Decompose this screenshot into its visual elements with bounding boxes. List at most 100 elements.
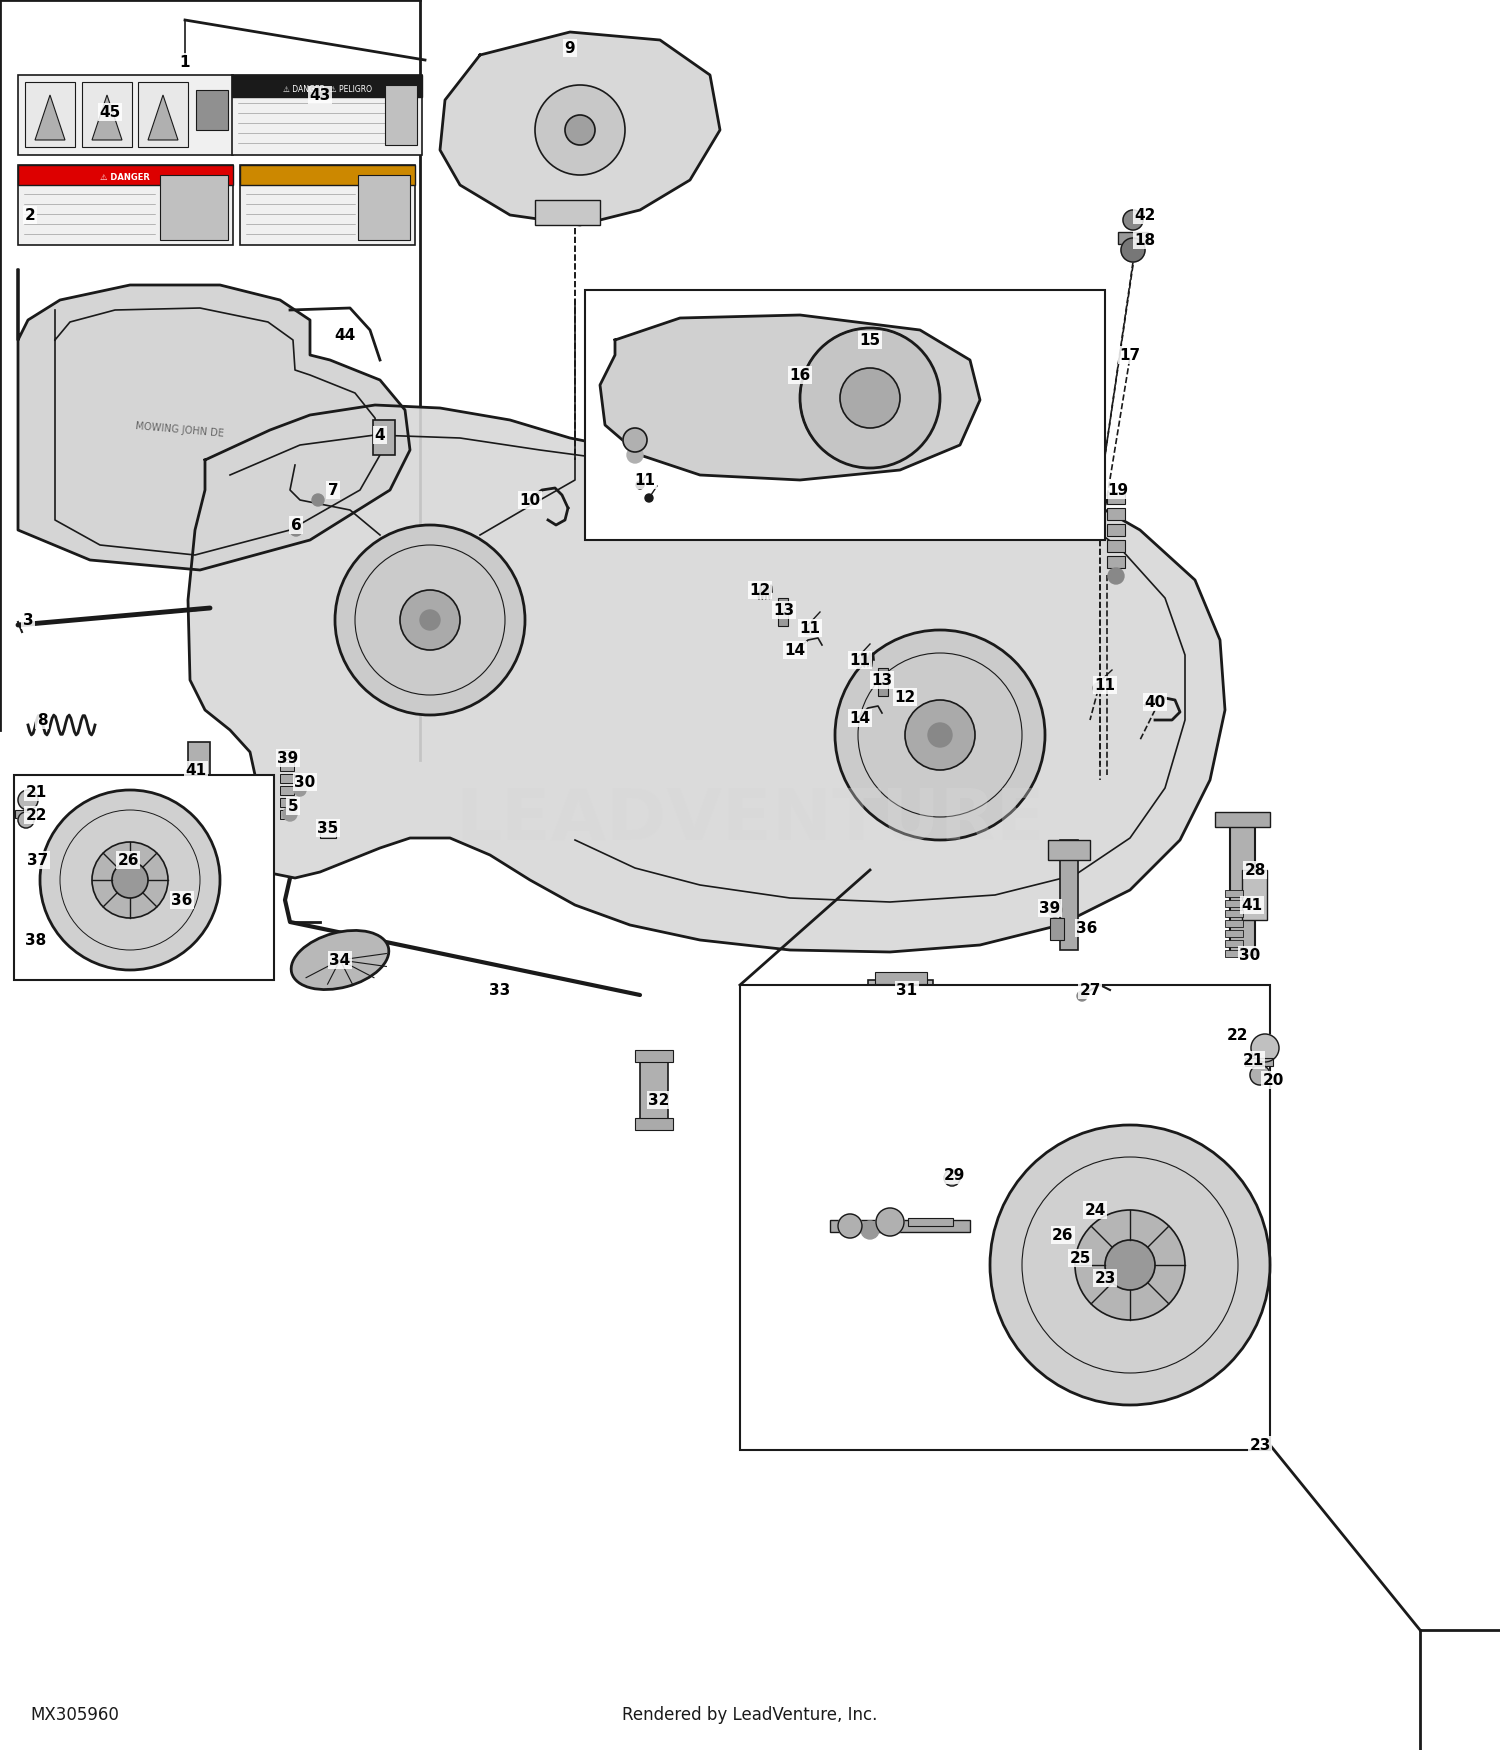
Text: ⚠ DANGER: ⚠ DANGER [100,173,150,182]
Circle shape [1048,903,1062,917]
Bar [908,1218,952,1227]
Text: 35: 35 [318,821,339,835]
Text: 40: 40 [1144,695,1166,709]
Text: 11: 11 [634,473,656,488]
Text: 30: 30 [294,775,315,789]
Text: 13: 13 [774,602,795,618]
Text: ⚠ DANGER  ⚠ PELIGRO: ⚠ DANGER ⚠ PELIGRO [282,84,372,93]
Text: Rendered by LeadVenture, Inc.: Rendered by LeadVenture, Inc. [622,1706,878,1724]
Bar [18,75,232,156]
Bar [82,82,132,147]
Circle shape [1076,1209,1185,1320]
Polygon shape [600,315,980,480]
Text: 39: 39 [1040,901,1060,915]
Text: MX305960: MX305960 [30,1706,118,1724]
Polygon shape [18,270,410,570]
Bar [1107,492,1125,504]
Text: 34: 34 [330,952,351,968]
Bar [138,82,188,147]
Bar [240,164,416,186]
Bar [240,164,416,245]
Bar [1118,233,1148,243]
Circle shape [990,1125,1270,1405]
Bar [358,175,410,240]
Bar [1226,920,1244,928]
Polygon shape [148,94,178,140]
Circle shape [18,789,38,810]
Circle shape [627,446,644,464]
Bar [830,1220,971,1232]
Text: 22: 22 [1227,1027,1248,1043]
Bar [15,810,38,817]
Text: 24: 24 [1084,1202,1106,1218]
Text: 15: 15 [859,332,880,348]
Text: 37: 37 [27,852,48,868]
Text: 30: 30 [1239,947,1260,963]
Text: 33: 33 [489,982,510,997]
Text: 7: 7 [327,483,339,497]
Text: 20: 20 [1263,1073,1284,1087]
Bar [1060,840,1078,950]
Circle shape [290,523,302,536]
Circle shape [861,1222,879,1239]
Bar [1226,910,1244,917]
Circle shape [40,789,220,970]
Circle shape [622,429,646,452]
Circle shape [112,863,148,898]
Text: 36: 36 [171,892,192,908]
Bar [160,175,228,240]
Circle shape [420,611,440,630]
Bar [1107,507,1125,520]
Circle shape [400,590,460,649]
Circle shape [334,525,525,716]
Bar [1107,541,1125,551]
Bar [778,598,788,626]
Circle shape [836,630,1046,840]
Text: 23: 23 [1095,1270,1116,1286]
Text: 27: 27 [1080,982,1101,997]
Bar [536,200,600,226]
Text: 1: 1 [180,54,190,70]
Bar [1107,556,1125,569]
Bar [232,75,422,156]
Text: 3: 3 [22,612,33,628]
Circle shape [312,493,324,506]
Circle shape [1106,1241,1155,1290]
Text: 2: 2 [24,208,36,222]
Bar [374,420,394,455]
Circle shape [853,656,862,667]
Circle shape [1077,990,1088,1001]
Circle shape [1251,1034,1280,1062]
Text: 17: 17 [1119,348,1140,362]
Text: 41: 41 [1242,898,1263,912]
Text: 14: 14 [849,710,870,726]
Polygon shape [440,31,720,226]
Text: 12: 12 [894,690,915,705]
Text: 21: 21 [1242,1052,1263,1068]
Text: 19: 19 [1107,483,1128,497]
Bar [18,164,232,186]
Circle shape [645,493,652,502]
Bar [320,822,336,838]
Text: 23: 23 [1250,1437,1270,1452]
Text: 5: 5 [288,798,298,814]
Circle shape [18,812,34,828]
Bar [874,971,927,984]
Circle shape [1250,1066,1270,1085]
Text: 11: 11 [1095,677,1116,693]
Circle shape [536,86,626,175]
Text: 9: 9 [564,40,576,56]
Text: 32: 32 [648,1092,669,1108]
Bar [280,751,294,760]
Circle shape [1094,682,1102,693]
Circle shape [800,327,940,467]
Text: 14: 14 [784,642,806,658]
Text: 16: 16 [789,368,810,383]
Text: 6: 6 [291,518,302,532]
Bar [634,1118,674,1130]
Text: 42: 42 [1134,208,1155,222]
Text: 4: 4 [375,427,386,443]
Bar [640,1055,668,1125]
Text: 39: 39 [278,751,298,765]
Text: 38: 38 [26,933,46,947]
